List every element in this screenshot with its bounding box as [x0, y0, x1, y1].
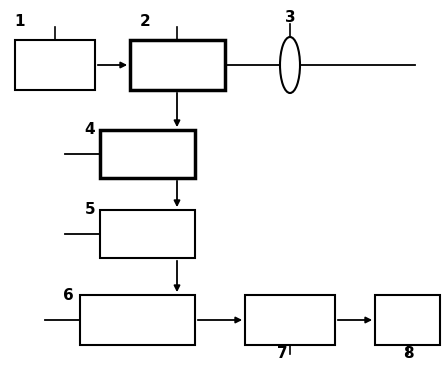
Text: 7: 7 — [277, 347, 288, 362]
Text: 5: 5 — [85, 202, 95, 217]
Bar — [375, 295, 440, 345]
Text: 1: 1 — [15, 15, 25, 30]
Bar — [245, 295, 335, 345]
Bar — [15, 40, 95, 90]
Bar — [100, 130, 195, 178]
Text: 3: 3 — [285, 11, 295, 26]
Text: 4: 4 — [85, 123, 95, 138]
Text: 8: 8 — [403, 347, 413, 362]
Bar — [100, 210, 195, 258]
Text: 2: 2 — [140, 15, 150, 30]
Ellipse shape — [280, 37, 300, 93]
Bar — [130, 40, 225, 90]
Text: 6: 6 — [62, 288, 74, 303]
Bar — [80, 295, 195, 345]
